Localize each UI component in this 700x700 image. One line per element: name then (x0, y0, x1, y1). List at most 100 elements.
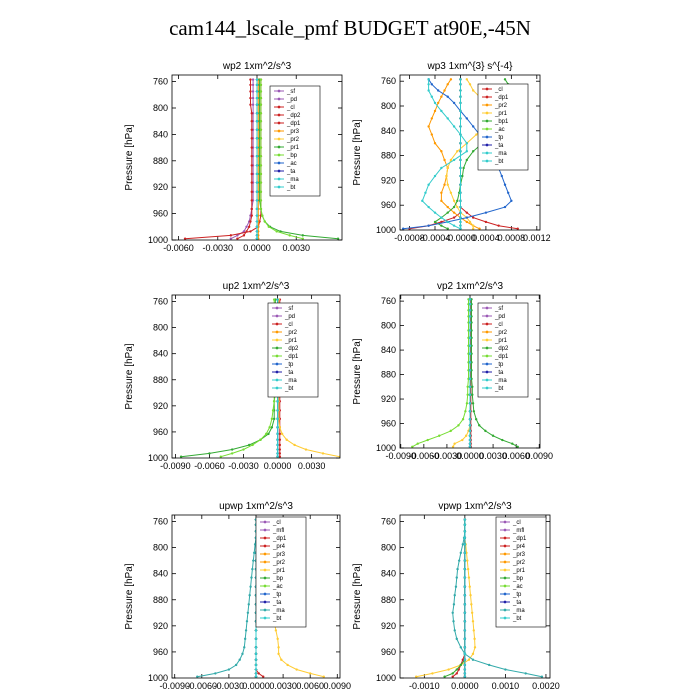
x-tick-label: -0.0030 (432, 451, 463, 461)
x-tick-label: -0.0008 (394, 233, 425, 243)
data-point (449, 158, 453, 162)
data-point (401, 227, 405, 230)
legend-marker (277, 105, 281, 109)
data-point (470, 603, 473, 606)
data-point (463, 559, 467, 562)
x-tick-label: 0.0008 (498, 233, 526, 243)
y-axis-label: Pressure [hPa] (124, 343, 135, 409)
y-tick-label: 840 (381, 345, 396, 355)
legend-marker (275, 362, 279, 366)
data-point (250, 207, 253, 211)
data-point (255, 225, 259, 228)
chart-panel: up2 1xm^2/s^3 Pressure [hPa] 760 800 840 880 9… (124, 281, 341, 471)
data-point (461, 658, 465, 661)
data-point (459, 224, 462, 227)
data-point (255, 172, 259, 176)
data-point (524, 672, 527, 675)
legend-label: _ac (512, 584, 523, 590)
data-point (465, 216, 469, 219)
legend-marker (485, 338, 489, 342)
y-tick-label: 920 (153, 401, 168, 411)
legend-marker (485, 159, 489, 163)
data-point (463, 523, 467, 526)
legend-marker (485, 87, 489, 91)
legend-label: _tp (494, 135, 504, 141)
data-point (250, 164, 253, 167)
data-point (242, 234, 246, 237)
data-point (259, 112, 263, 115)
data-point (293, 443, 296, 447)
data-point (278, 455, 282, 458)
legend-box (255, 516, 307, 628)
data-point (463, 672, 467, 675)
data-point (472, 629, 475, 632)
data-point (267, 432, 270, 436)
data-point (242, 230, 246, 233)
legend-marker (277, 153, 281, 157)
data-point (466, 385, 469, 388)
data-point (465, 142, 469, 145)
data-point (276, 426, 279, 429)
legend-label: _sf (494, 306, 503, 312)
legend-box (495, 516, 547, 628)
legend-label: _bp (512, 576, 524, 582)
x-tick-label: -0.0090 (386, 451, 417, 461)
data-point (274, 629, 278, 632)
data-point (466, 567, 470, 571)
data-point (427, 205, 430, 209)
legend-label: _pr2 (494, 330, 508, 336)
x-tick-label: 0.0000 (242, 681, 270, 691)
legend-marker (503, 552, 507, 556)
data-point (452, 158, 456, 162)
legend-label: _tp (494, 362, 504, 368)
data-point (196, 675, 199, 678)
data-point (229, 234, 233, 237)
data-point (295, 668, 298, 671)
data-point (251, 78, 255, 81)
data-point (457, 559, 461, 562)
data-point (301, 237, 304, 240)
data-point (457, 424, 460, 427)
data-point (463, 675, 467, 678)
y-tick-label: 920 (153, 621, 168, 631)
data-point (510, 199, 513, 203)
data-point (471, 224, 475, 227)
y-tick-label: 800 (153, 323, 168, 333)
data-point (459, 183, 462, 186)
data-point (255, 128, 259, 131)
x-tick-label: 0.0030 (269, 681, 297, 691)
data-point (506, 191, 510, 194)
data-point (438, 434, 441, 437)
data-point (219, 455, 223, 458)
data-point (259, 96, 263, 100)
legend-marker (263, 568, 267, 572)
series-line-pr1 (416, 519, 476, 678)
legend-label: _pr3 (272, 552, 286, 558)
data-point (459, 227, 462, 230)
data-point (468, 377, 472, 381)
data-point (463, 603, 467, 606)
data-point (255, 181, 259, 184)
data-point (445, 174, 448, 178)
data-point (484, 211, 488, 214)
legend-label: _pr1 (512, 568, 526, 574)
series-line-pr1 (452, 299, 471, 448)
data-point (276, 443, 279, 447)
data-point (270, 417, 274, 421)
data-point (465, 117, 469, 120)
data-point (456, 150, 459, 153)
data-point (471, 385, 474, 388)
data-point (308, 672, 312, 675)
legend-marker (263, 608, 267, 612)
x-tick-label: 0.0000 (451, 681, 479, 691)
legend-box (477, 83, 529, 171)
data-point (267, 225, 270, 228)
data-point (249, 90, 252, 93)
chart-panel: wp2 1xm^2/s^3 Pressure [hPa] 760 800 840 880 9… (124, 61, 343, 253)
data-point (255, 137, 259, 140)
data-point (468, 445, 472, 448)
data-point (278, 438, 282, 441)
data-point (463, 518, 467, 521)
legend-marker (503, 592, 507, 596)
